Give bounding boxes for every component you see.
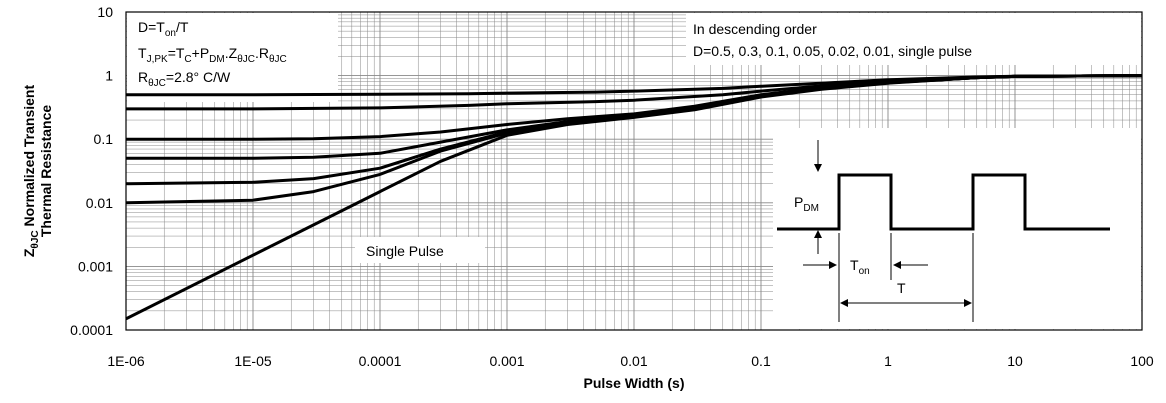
formula-duty: D=Ton/T <box>138 19 189 39</box>
inset-period-label: T <box>897 280 906 296</box>
x-tick-label: 1E-06 <box>107 353 145 369</box>
x-axis-title: Pulse Width (s) <box>584 375 685 391</box>
x-tick-label: 100 <box>1130 353 1154 369</box>
x-tick-label: 0.01 <box>620 353 647 369</box>
pulse-inset: PDM Ton T <box>773 128 1141 329</box>
single-pulse-label: Single Pulse <box>366 243 444 259</box>
x-tick-label: 0.0001 <box>359 353 402 369</box>
ton-arrowhead-right <box>893 261 901 269</box>
y-axis-title-line2: Thermal Resistance <box>38 105 54 237</box>
plot-frame <box>125 11 1143 331</box>
order-box <box>686 13 1141 65</box>
x-tick-label: 0.001 <box>489 353 524 369</box>
series <box>125 74 1143 321</box>
formula-box <box>127 13 338 102</box>
order-heading: In descending order <box>693 21 817 37</box>
y-tick-label: 0.0001 <box>70 322 113 338</box>
order-list: D=0.5, 0.3, 0.1, 0.05, 0.02, 0.01, singl… <box>693 43 972 59</box>
y-tick-label: 1 <box>105 68 113 84</box>
formula-resistance: RθJC=2.8° C/W <box>138 69 231 89</box>
pdm-arrowhead-top <box>814 164 822 172</box>
y-axis-title-line1: ZθJC Normalized Transient <box>21 85 41 258</box>
y-tick-label: 0.01 <box>86 195 113 211</box>
y-tick-labels: 0.0001 0.001 0.01 0.1 1 10 <box>70 4 113 338</box>
y-axis-title: ZθJC Normalized Transient Thermal Resist… <box>21 85 54 258</box>
period-arrowhead-right <box>964 299 972 307</box>
pdm-arrowhead-bottom <box>814 230 822 238</box>
ton-arrowhead-left <box>829 261 837 269</box>
x-tick-label: 1E-05 <box>234 353 272 369</box>
y-tick-label: 10 <box>97 4 113 20</box>
x-tick-labels: 1E-06 1E-05 0.0001 0.001 0.01 0.1 1 10 100 <box>107 353 1154 369</box>
pulse-waveform <box>777 173 1110 231</box>
x-tick-label: 10 <box>1007 353 1023 369</box>
y-tick-label: 0.001 <box>78 258 113 274</box>
period-arrowhead-left <box>840 299 848 307</box>
single-pulse-box <box>355 237 485 263</box>
inset-ton-label: Ton <box>850 257 870 277</box>
inset-pdm-label: PDM <box>794 194 819 214</box>
x-tick-label: 1 <box>884 353 892 369</box>
series-line-6 <box>125 74 1143 321</box>
x-tick-label: 0.1 <box>751 353 771 369</box>
y-tick-label: 0.1 <box>94 131 114 147</box>
formula-temperature: TJ,PK=TC+PDM.ZθJC.RθJC <box>138 45 287 65</box>
